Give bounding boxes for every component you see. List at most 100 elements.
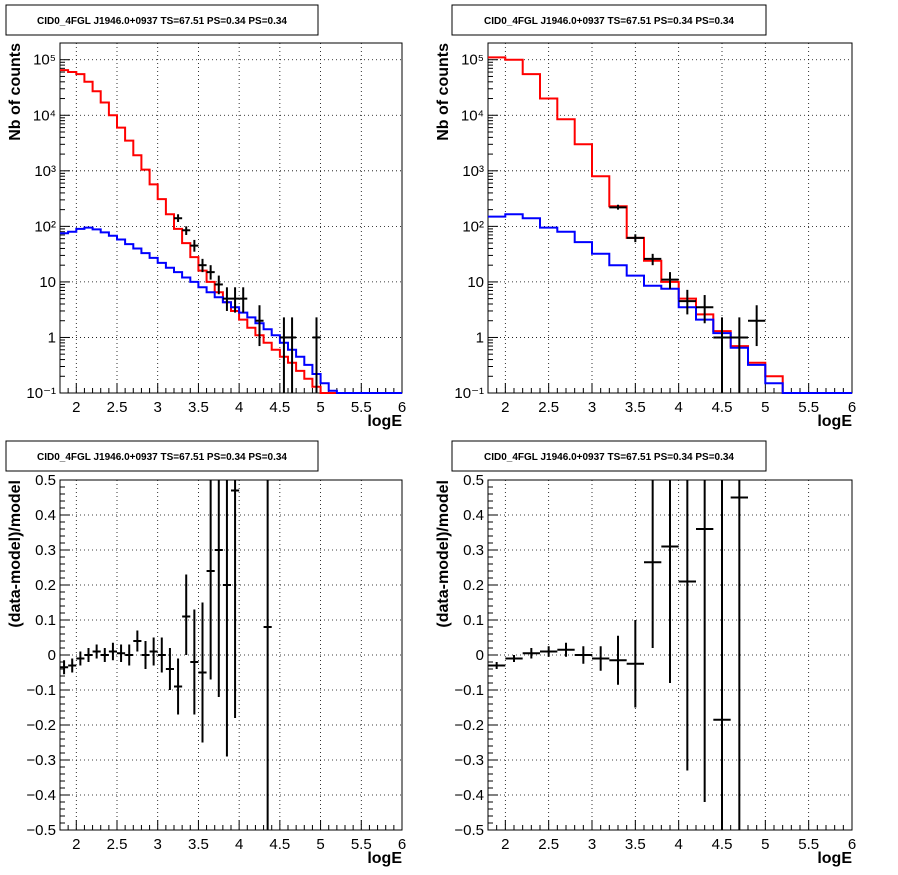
data-point xyxy=(713,480,731,830)
y-tick-label: 0.2 xyxy=(35,577,56,594)
y-tick-label: 10 xyxy=(39,274,56,291)
data-layer xyxy=(60,69,402,394)
chart-title: CID0_4FGL J1946.0+0937 TS=67.51 PS=0.34 … xyxy=(37,452,287,463)
data-point xyxy=(661,480,679,683)
data-point xyxy=(312,317,321,393)
data-point xyxy=(748,305,766,347)
x-tick-label: 5.5 xyxy=(798,399,819,416)
data-point xyxy=(255,305,264,347)
y-tick-label: 0.3 xyxy=(463,542,484,559)
x-tick-label: 5.5 xyxy=(798,836,819,853)
y-tick-label: 10⁻¹ xyxy=(26,385,56,402)
y-tick-label: −0.5 xyxy=(26,822,56,839)
data-point xyxy=(206,265,215,280)
data-point xyxy=(222,480,231,757)
y-tick-label: −0.4 xyxy=(454,787,484,804)
x-tick-label: 2 xyxy=(501,836,509,853)
y-tick-label: 10 xyxy=(467,274,484,291)
y-tick-label: 10⁴ xyxy=(33,107,56,124)
x-tick-label: 5.5 xyxy=(351,836,372,853)
y-tick-label: 0.1 xyxy=(463,612,484,629)
y-axis-ticks xyxy=(60,479,70,831)
panel-2: CID0_4FGL J1946.0+0937 TS=67.51 PS=0.34 … xyxy=(435,4,856,430)
y-tick-label: 10³ xyxy=(462,163,484,180)
y-tick-label: 1 xyxy=(476,329,484,346)
data-point xyxy=(125,644,134,666)
y-axis-label: Nb of counts xyxy=(7,43,24,141)
x-tick-label: 6 xyxy=(848,399,856,416)
title-box xyxy=(5,440,319,472)
data-point xyxy=(141,641,150,669)
y-axis-ticks xyxy=(488,479,498,831)
chart-title: CID0_4FGL J1946.0+0937 TS=67.51 PS=0.34 … xyxy=(37,16,287,27)
x-tick-label: 4 xyxy=(674,836,682,853)
y-tick-label: 10⁻¹ xyxy=(454,385,484,402)
x-tick-label: 4 xyxy=(674,399,682,416)
x-tick-label: 5 xyxy=(761,836,769,853)
data-point xyxy=(60,660,69,675)
data-point xyxy=(626,234,644,243)
data-point xyxy=(231,480,240,718)
data-point xyxy=(157,637,166,673)
x-tick-label: 3 xyxy=(588,836,596,853)
series-line-1 xyxy=(488,56,852,394)
data-point xyxy=(198,258,207,273)
x-tick-label: 5 xyxy=(316,399,324,416)
title-box xyxy=(5,4,319,36)
data-point xyxy=(149,637,158,666)
x-tick-label: 6 xyxy=(398,836,406,853)
y-tick-label: 0.5 xyxy=(463,472,484,489)
data-point xyxy=(190,239,199,252)
y-tick-label: 0 xyxy=(48,647,56,664)
y-axis-label: (data-model)/model xyxy=(7,480,24,628)
x-tick-label: 4.5 xyxy=(269,836,290,853)
y-tick-label: 10² xyxy=(34,218,56,235)
data-point xyxy=(696,480,714,802)
x-tick-label: 3.5 xyxy=(188,399,209,416)
data-point xyxy=(190,609,199,715)
y-tick-label: −0.3 xyxy=(454,752,484,769)
y-tick-label: 10³ xyxy=(34,163,56,180)
y-tick-label: 0.1 xyxy=(35,612,56,629)
x-tick-label: 4 xyxy=(235,836,243,853)
x-tick-label: 2.5 xyxy=(107,836,128,853)
data-point xyxy=(108,642,117,661)
x-axis-label: logE xyxy=(367,850,402,867)
data-layer xyxy=(60,480,272,830)
grid xyxy=(488,43,852,393)
panel-4: CID0_4FGL J1946.0+0937 TS=67.51 PS=0.34 … xyxy=(435,440,856,867)
data-point xyxy=(182,574,191,655)
x-tick-label: 2.5 xyxy=(107,399,128,416)
data-point xyxy=(165,648,174,690)
chart-title: CID0_4FGL J1946.0+0937 TS=67.51 PS=0.34 … xyxy=(484,16,734,27)
data-point xyxy=(222,287,231,311)
data-point xyxy=(100,648,109,662)
panel-3: CID0_4FGL J1946.0+0937 TS=67.51 PS=0.34 … xyxy=(5,440,406,867)
y-tick-label: 0 xyxy=(476,647,484,664)
x-tick-label: 2.5 xyxy=(538,399,559,416)
y-axis-ticks xyxy=(488,42,498,394)
data-point xyxy=(288,317,297,393)
x-tick-label: 3 xyxy=(588,399,596,416)
x-axis-ticks xyxy=(59,383,403,393)
data-point xyxy=(279,317,288,393)
grid xyxy=(60,480,402,830)
data-point xyxy=(540,646,558,657)
x-axis-ticks xyxy=(59,820,403,830)
y-tick-label: 0.2 xyxy=(463,577,484,594)
x-tick-label: 2 xyxy=(501,399,509,416)
x-tick-label: 4.5 xyxy=(269,399,290,416)
data-point xyxy=(713,317,731,393)
x-tick-label: 5.5 xyxy=(351,399,372,416)
series-line-2 xyxy=(488,213,852,394)
plot-frame xyxy=(59,42,403,394)
data-point xyxy=(644,480,662,648)
y-tick-label: −0.5 xyxy=(454,822,484,839)
data-point xyxy=(231,287,240,313)
data-point xyxy=(76,651,85,666)
plot-frame xyxy=(59,479,403,831)
x-axis-label: logE xyxy=(817,413,852,430)
data-point xyxy=(117,644,126,662)
x-tick-label: 5 xyxy=(316,836,324,853)
x-axis-ticks xyxy=(487,383,853,393)
